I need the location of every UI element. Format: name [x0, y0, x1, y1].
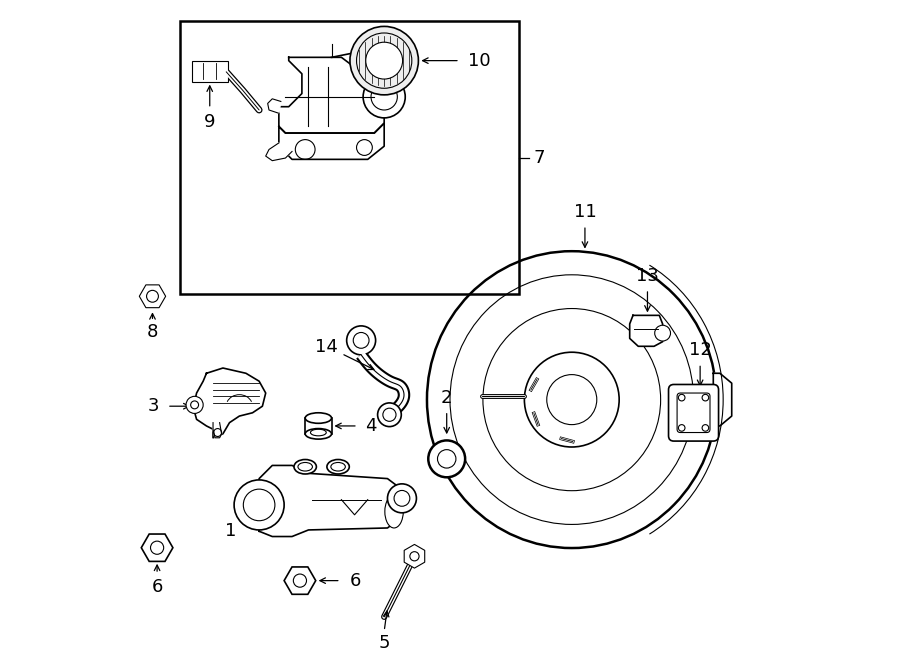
Polygon shape	[213, 422, 221, 438]
Polygon shape	[279, 58, 384, 133]
Circle shape	[654, 325, 670, 341]
Text: 6: 6	[151, 578, 163, 596]
Text: 1: 1	[225, 522, 237, 540]
Ellipse shape	[385, 495, 403, 528]
FancyBboxPatch shape	[669, 385, 718, 441]
Text: 12: 12	[688, 341, 712, 359]
Polygon shape	[714, 373, 732, 426]
Text: 4: 4	[365, 417, 377, 435]
Circle shape	[525, 352, 619, 447]
Circle shape	[234, 480, 284, 530]
Polygon shape	[279, 123, 384, 159]
Circle shape	[388, 484, 417, 513]
Text: 13: 13	[636, 267, 659, 285]
Text: 9: 9	[204, 113, 215, 131]
Circle shape	[363, 76, 405, 118]
Circle shape	[350, 26, 418, 95]
Ellipse shape	[294, 459, 317, 474]
Text: 8: 8	[147, 323, 158, 342]
Ellipse shape	[305, 428, 331, 439]
Text: 10: 10	[468, 52, 490, 69]
FancyBboxPatch shape	[192, 61, 228, 82]
Polygon shape	[267, 98, 281, 113]
Circle shape	[428, 440, 465, 477]
Polygon shape	[630, 315, 662, 346]
Polygon shape	[266, 143, 292, 161]
Polygon shape	[259, 465, 404, 537]
Circle shape	[378, 403, 401, 426]
Ellipse shape	[327, 459, 349, 474]
Text: 6: 6	[350, 572, 362, 590]
Circle shape	[346, 326, 375, 355]
Text: 14: 14	[315, 338, 338, 356]
Polygon shape	[194, 368, 266, 438]
Text: 11: 11	[573, 203, 597, 221]
Text: 5: 5	[378, 634, 390, 652]
Text: 3: 3	[148, 397, 159, 415]
Bar	[180, 21, 519, 294]
Ellipse shape	[305, 412, 331, 423]
Circle shape	[365, 42, 402, 79]
Ellipse shape	[427, 251, 716, 548]
Text: 2: 2	[441, 389, 453, 407]
Text: 7: 7	[533, 149, 544, 167]
Circle shape	[186, 397, 203, 413]
